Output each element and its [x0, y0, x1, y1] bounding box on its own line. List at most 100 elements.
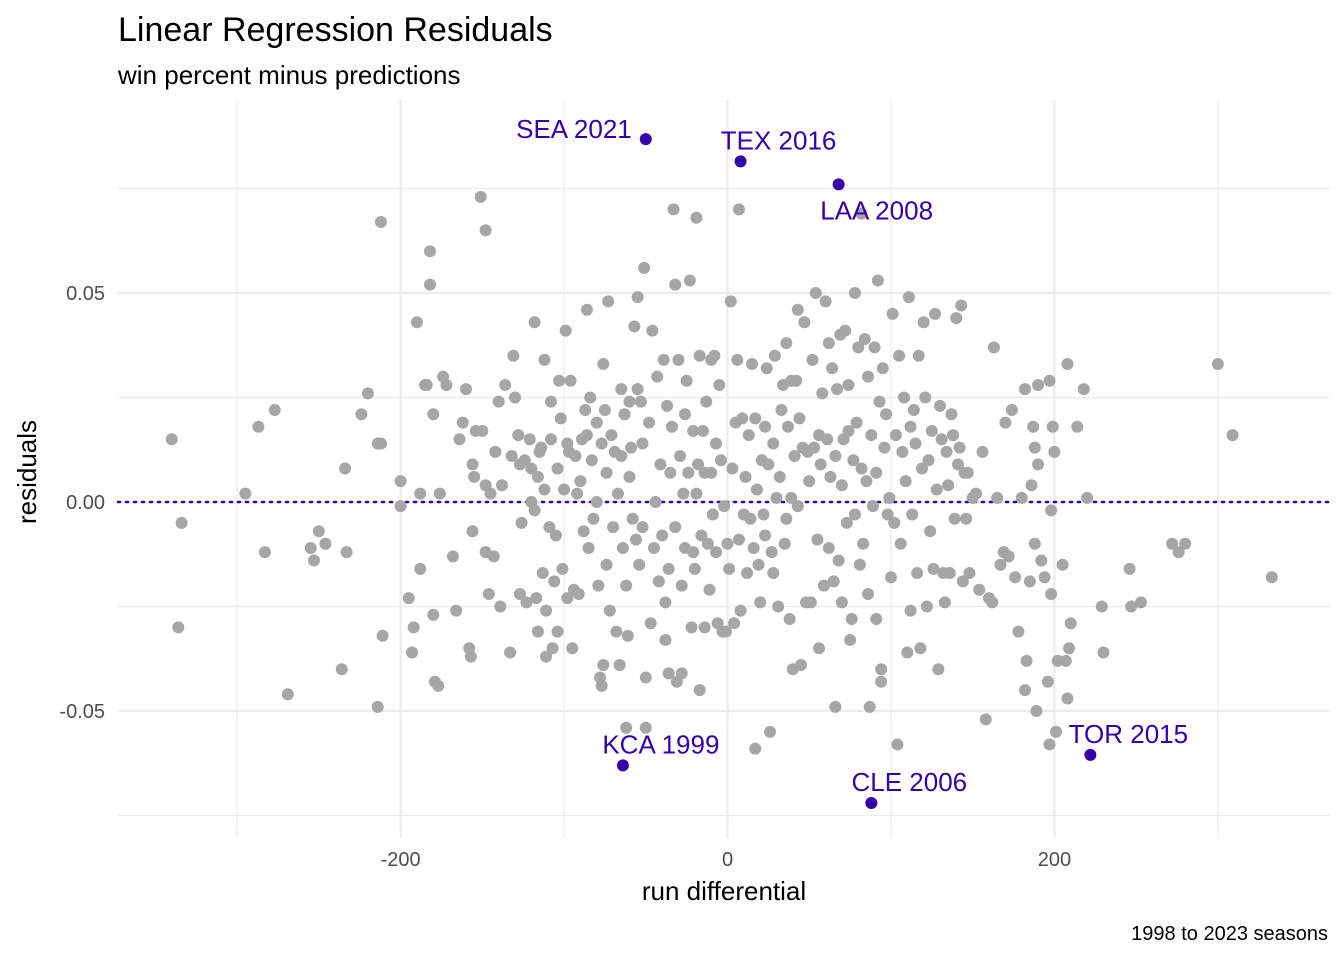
- data-point: [175, 516, 188, 529]
- data-point: [839, 324, 852, 337]
- data-point: [361, 387, 374, 400]
- data-point: [732, 203, 745, 216]
- data-point: [584, 391, 597, 404]
- data-point: [765, 546, 778, 559]
- data-point: [546, 642, 559, 655]
- data-point: [862, 587, 875, 600]
- data-point: [1005, 404, 1018, 417]
- data-point: [649, 496, 662, 508]
- data-point: [842, 378, 855, 391]
- data-point: [1077, 383, 1090, 396]
- highlighted-points: SEA 2021 TEX 2016 LAA 2008 KCA 1999 CLE 2006…: [516, 114, 1188, 809]
- data-point: [680, 374, 693, 387]
- data-point: [667, 203, 680, 216]
- data-point: [870, 466, 883, 479]
- data-point: [664, 466, 677, 479]
- data-point: [652, 575, 665, 588]
- data-point: [566, 642, 579, 655]
- data-point: [646, 324, 659, 337]
- data-point: [821, 433, 834, 446]
- data-point: [639, 671, 652, 684]
- data-point: [749, 412, 762, 425]
- data-point: [705, 466, 718, 479]
- data-point: [728, 617, 741, 630]
- data-point: [790, 374, 803, 387]
- data-point: [819, 295, 832, 308]
- data-point: [767, 567, 780, 580]
- data-point: [657, 353, 670, 366]
- data-point: [1059, 654, 1072, 667]
- data-point: [919, 391, 932, 404]
- axis-ticks: -200 0 200 -0.05 0.00 0.05: [59, 283, 1071, 871]
- data-point: [623, 470, 636, 483]
- data-point: [700, 395, 713, 408]
- data-point: [616, 541, 629, 554]
- data-point: [986, 596, 999, 609]
- data-point: [561, 592, 574, 605]
- data-point: [1071, 420, 1084, 433]
- data-point: [639, 721, 652, 734]
- highlighted-point: [616, 759, 629, 772]
- data-point: [912, 349, 925, 362]
- data-point: [960, 512, 973, 525]
- data-point: [701, 537, 714, 550]
- data-point: [647, 541, 660, 554]
- data-point: [172, 621, 185, 634]
- data-point: [775, 404, 788, 417]
- data-point: [953, 441, 966, 454]
- data-point: [335, 663, 348, 676]
- data-point: [489, 445, 502, 458]
- data-point: [933, 399, 946, 412]
- data-point: [880, 408, 893, 421]
- data-point: [781, 420, 794, 433]
- data-point: [752, 558, 765, 571]
- data-point: [513, 587, 526, 600]
- highlighted-point: [832, 178, 845, 191]
- data-point: [690, 487, 703, 500]
- data-point: [1172, 546, 1185, 559]
- data-point: [948, 512, 961, 525]
- data-point: [951, 458, 964, 471]
- data-point: [1211, 358, 1224, 371]
- data-point: [987, 341, 1000, 354]
- data-point: [1027, 420, 1040, 433]
- data-point: [1041, 675, 1054, 688]
- data-point: [618, 408, 631, 421]
- data-point: [868, 341, 881, 354]
- data-point: [482, 587, 495, 600]
- data-point: [884, 571, 897, 584]
- data-point: [672, 353, 685, 366]
- data-point: [602, 295, 615, 308]
- data-point: [402, 592, 415, 605]
- data-point: [935, 433, 948, 446]
- data-point: [597, 659, 610, 672]
- data-point: [1043, 738, 1056, 751]
- data-point: [675, 579, 688, 592]
- data-point: [1135, 596, 1148, 609]
- data-point: [1179, 537, 1192, 550]
- data-point: [822, 337, 835, 350]
- data-point: [1063, 642, 1076, 655]
- point-annotation: SEA 2021: [516, 114, 632, 144]
- data-point: [783, 613, 796, 626]
- data-point: [613, 659, 626, 672]
- data-point: [239, 487, 252, 500]
- data-point: [762, 458, 775, 471]
- data-point: [621, 629, 634, 642]
- data-point: [742, 429, 755, 442]
- data-point: [468, 470, 481, 483]
- data-point: [746, 358, 759, 371]
- data-point: [1028, 537, 1041, 550]
- data-point: [580, 429, 593, 442]
- data-point: [623, 395, 636, 408]
- data-point: [835, 479, 848, 492]
- data-point: [814, 458, 827, 471]
- data-point: [979, 713, 992, 726]
- data-point: [420, 378, 433, 391]
- data-point: [780, 337, 793, 350]
- data-point: [768, 349, 781, 362]
- data-point: [767, 437, 780, 450]
- data-point: [548, 575, 561, 588]
- data-point: [453, 433, 466, 446]
- data-point: [598, 404, 611, 417]
